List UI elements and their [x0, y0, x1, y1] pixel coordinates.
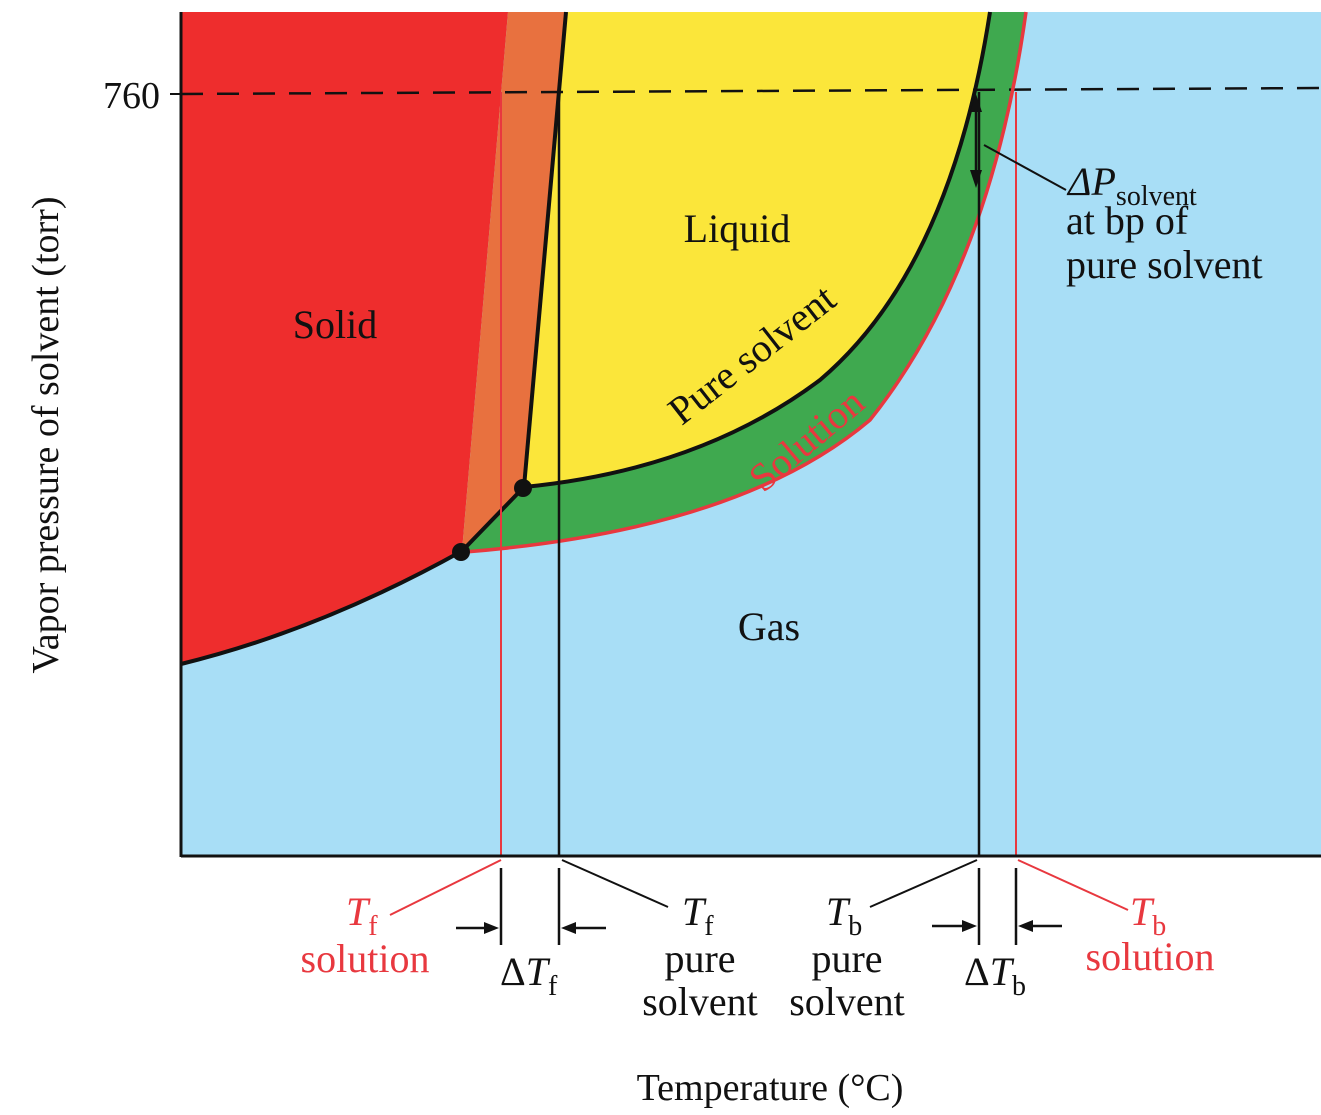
tf-solution-word: solution — [301, 936, 430, 981]
tf-solution-symbol: Tf — [346, 889, 378, 942]
tf-pure-line1: pure — [664, 936, 735, 981]
pure-melting-curve — [522, 11, 568, 488]
delta-tb-arrowhead-left — [962, 920, 977, 932]
tf-pure-symbol: Tf — [682, 889, 714, 942]
gas-label: Gas — [738, 604, 800, 649]
tf-pure-line2: solvent — [642, 979, 758, 1024]
delta-tb-label: ΔTb — [964, 949, 1026, 1002]
solid-region — [181, 12, 508, 664]
dashed-760-line — [180, 86, 1321, 96]
delta-p-arrowhead-down — [970, 170, 982, 188]
sublimation-curve — [180, 485, 526, 666]
triple-point-solution — [452, 543, 470, 561]
x-axis-label: Temperature (°C) — [637, 1067, 904, 1109]
solution-shift-band — [462, 12, 1026, 552]
delta-p-line2: at bp of — [1066, 198, 1189, 243]
delta-p-arrowhead-up — [970, 94, 982, 112]
tb-pure-line2: solvent — [789, 979, 905, 1024]
delta-tf-label: ΔTf — [500, 949, 558, 1002]
solution-curve — [464, 11, 1028, 554]
tb-pure-leader — [869, 859, 978, 908]
triple-point-pure — [514, 479, 532, 497]
solid-label: Solid — [293, 302, 377, 347]
tf-solution-leader — [389, 859, 502, 916]
delta-p-line3: pure solvent — [1066, 242, 1263, 287]
y-tick-label: 760 — [103, 75, 160, 117]
y-axis-label: Vapor pressure of solvent (torr) — [25, 197, 67, 674]
pure-solvent-curve — [523, 11, 992, 489]
tf-pure-leader — [561, 859, 669, 908]
tb-solution-symbol: Tb — [1130, 889, 1166, 942]
tb-pure-line1: pure — [811, 936, 882, 981]
liquid-label: Liquid — [684, 206, 791, 251]
tb-pure-symbol: Tb — [826, 889, 862, 942]
tb-solution-word: solution — [1086, 934, 1215, 979]
tb-solution-leader — [1017, 859, 1129, 911]
delta-p-leader — [983, 144, 1067, 191]
orange-overlap-region — [462, 12, 566, 551]
delta-tf-arrowhead-right — [561, 922, 576, 934]
liquid-region — [524, 12, 990, 487]
delta-p-label: ΔPsolvent — [1066, 159, 1197, 212]
delta-tb-arrowhead-right — [1018, 920, 1033, 932]
delta-tf-arrowhead-left — [484, 922, 499, 934]
